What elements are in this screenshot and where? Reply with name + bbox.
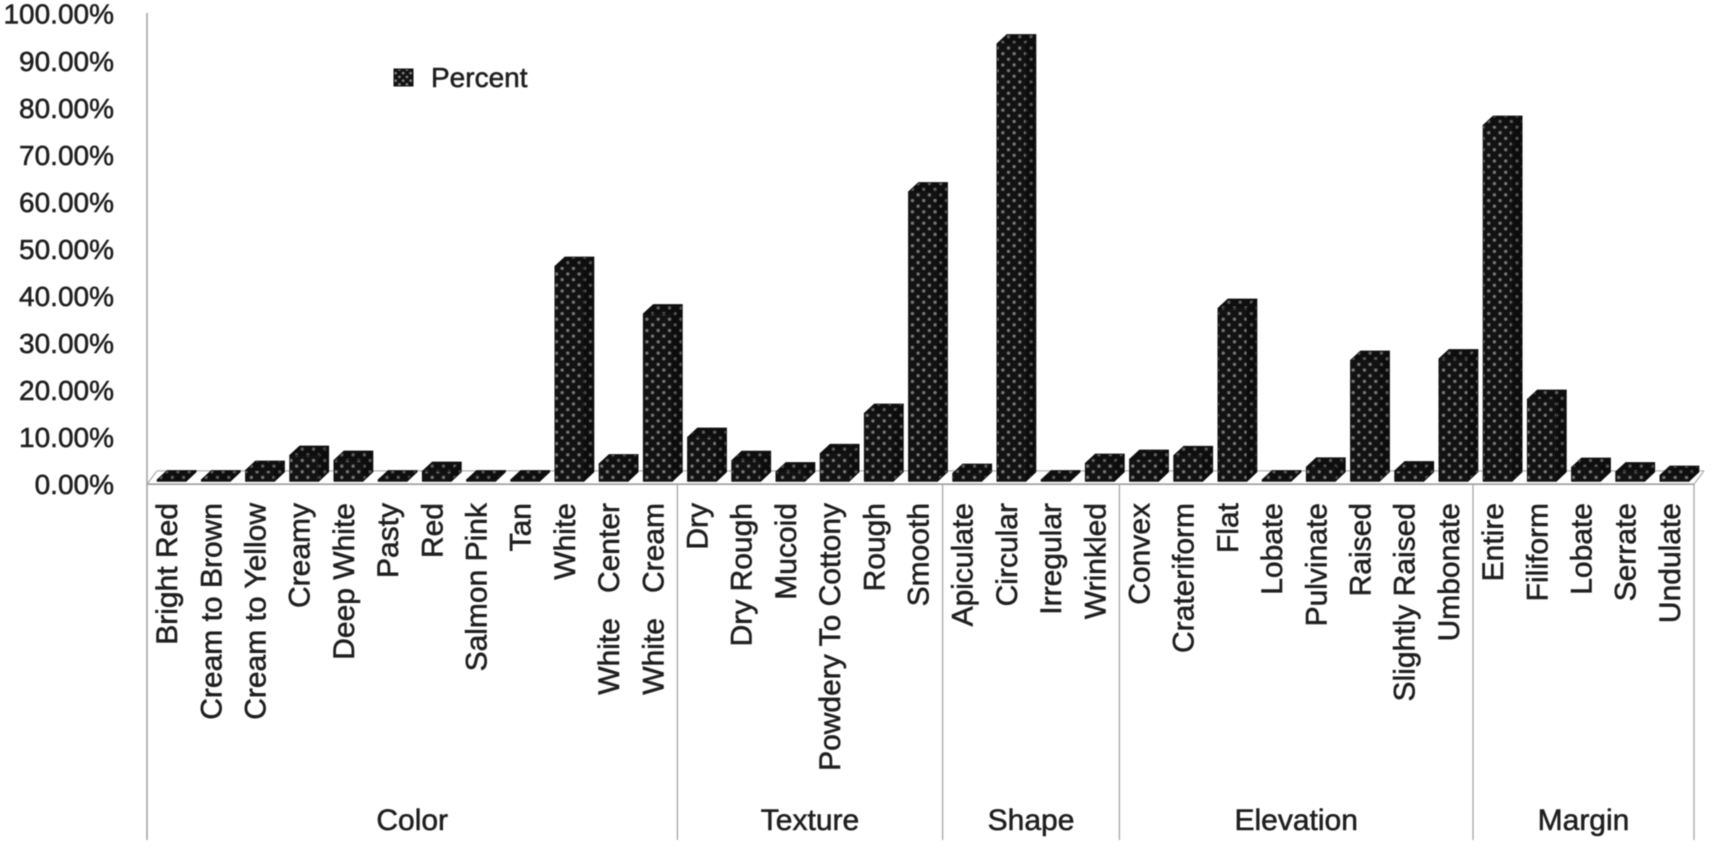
svg-text:Mucoid: Mucoid: [770, 503, 803, 600]
svg-text:50.00%: 50.00%: [19, 234, 114, 265]
svg-text:Deep White: Deep White: [328, 503, 361, 660]
svg-text:0.00%: 0.00%: [35, 469, 114, 500]
svg-text:Umbonate: Umbonate: [1433, 503, 1466, 641]
svg-text:Bright Red: Bright Red: [151, 503, 184, 645]
svg-text:Cream to Brown: Cream to Brown: [195, 503, 228, 720]
svg-text:White Cream: White Cream: [637, 503, 670, 695]
svg-text:Convex: Convex: [1124, 503, 1157, 605]
svg-text:Margin: Margin: [1538, 804, 1630, 837]
svg-text:Serrate: Serrate: [1610, 503, 1643, 601]
svg-text:Texture: Texture: [761, 804, 859, 837]
svg-text:Pasty: Pasty: [372, 503, 405, 578]
svg-text:Cream to Yellow: Cream to Yellow: [240, 503, 273, 720]
svg-text:Raised: Raised: [1345, 503, 1378, 596]
svg-text:Smooth: Smooth: [903, 503, 936, 606]
svg-text:Percent: Percent: [431, 62, 528, 93]
svg-text:White Center: White Center: [593, 503, 626, 695]
svg-text:10.00%: 10.00%: [19, 422, 114, 453]
svg-text:Dry: Dry: [682, 503, 715, 550]
svg-text:Tan: Tan: [505, 503, 538, 551]
svg-text:Filiform: Filiform: [1521, 503, 1554, 601]
svg-text:Circular: Circular: [991, 503, 1024, 606]
svg-text:60.00%: 60.00%: [19, 187, 114, 218]
svg-text:40.00%: 40.00%: [19, 281, 114, 312]
svg-text:Elevation: Elevation: [1234, 804, 1357, 837]
svg-text:30.00%: 30.00%: [19, 328, 114, 359]
svg-text:Salmon Pink: Salmon Pink: [461, 502, 494, 671]
svg-text:90.00%: 90.00%: [19, 46, 114, 77]
svg-text:Lobate: Lobate: [1566, 503, 1599, 595]
svg-text:70.00%: 70.00%: [19, 140, 114, 171]
svg-text:Color: Color: [376, 804, 448, 837]
svg-text:80.00%: 80.00%: [19, 93, 114, 124]
svg-text:Flat: Flat: [1212, 502, 1245, 553]
svg-text:Powdery To Cottony: Powdery To Cottony: [814, 503, 847, 771]
svg-text:Dry Rough: Dry Rough: [726, 503, 759, 646]
svg-text:Slightly Raised: Slightly Raised: [1389, 503, 1422, 701]
svg-text:Creamy: Creamy: [284, 503, 317, 608]
svg-text:Pulvinate: Pulvinate: [1300, 503, 1333, 626]
svg-text:Shape: Shape: [988, 804, 1075, 837]
svg-text:Lobate: Lobate: [1256, 503, 1289, 595]
svg-text:Rough: Rough: [858, 503, 891, 591]
svg-text:Undulate: Undulate: [1654, 503, 1687, 623]
svg-text:Red: Red: [416, 503, 449, 558]
svg-text:20.00%: 20.00%: [19, 375, 114, 406]
svg-text:100.00%: 100.00%: [3, 0, 114, 30]
svg-text:Irregular: Irregular: [1035, 503, 1068, 615]
svg-text:Wrinkled: Wrinkled: [1079, 503, 1112, 619]
svg-text:Crateriform: Crateriform: [1168, 503, 1201, 653]
svg-text:Entire: Entire: [1477, 503, 1510, 581]
svg-text:Apiculate: Apiculate: [947, 503, 980, 626]
svg-text:White: White: [549, 503, 582, 580]
